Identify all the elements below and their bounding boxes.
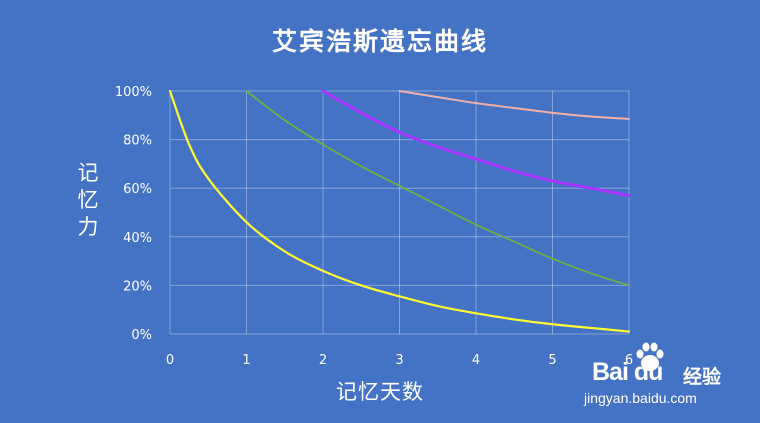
series-line-3	[321, 89, 631, 197]
baidu-jingyan-watermark: Bai du 经验 jingyan.baidu.com	[584, 340, 752, 412]
y-tick-label: 60%	[123, 182, 152, 197]
x-tick-label: 1	[242, 353, 250, 368]
paw-icon	[636, 342, 664, 371]
y-tick-label: 0%	[131, 328, 152, 343]
y-axis-label: 记忆力	[77, 161, 99, 239]
x-tick-label: 5	[548, 353, 556, 368]
x-tick-label: 4	[472, 353, 480, 368]
y-tick-label: 40%	[123, 231, 152, 246]
y-tick-label: 100%	[115, 85, 152, 100]
series-line-4	[398, 90, 630, 120]
x-tick-label: 6	[625, 353, 633, 368]
series-line-1	[168, 89, 631, 333]
chart-title: 艾宾浩斯遗忘曲线	[271, 27, 488, 56]
jingyan-brand-text: 经验	[683, 366, 722, 388]
watermark-url: jingyan.baidu.com	[584, 390, 697, 406]
x-tick-label: 2	[319, 353, 327, 368]
series-lines	[168, 89, 631, 333]
grid-lines	[169, 90, 630, 335]
y-tick-label: 80%	[123, 134, 152, 149]
axis-ticks: 0 1 2 3 4 5 60%20%40%60%80%100%	[115, 85, 633, 368]
series-line-2	[245, 90, 630, 287]
x-axis-label: 记忆天数	[336, 380, 424, 404]
y-tick-label: 20%	[123, 279, 152, 294]
x-tick-label: 0	[166, 353, 174, 368]
x-tick-label: 3	[395, 353, 403, 368]
